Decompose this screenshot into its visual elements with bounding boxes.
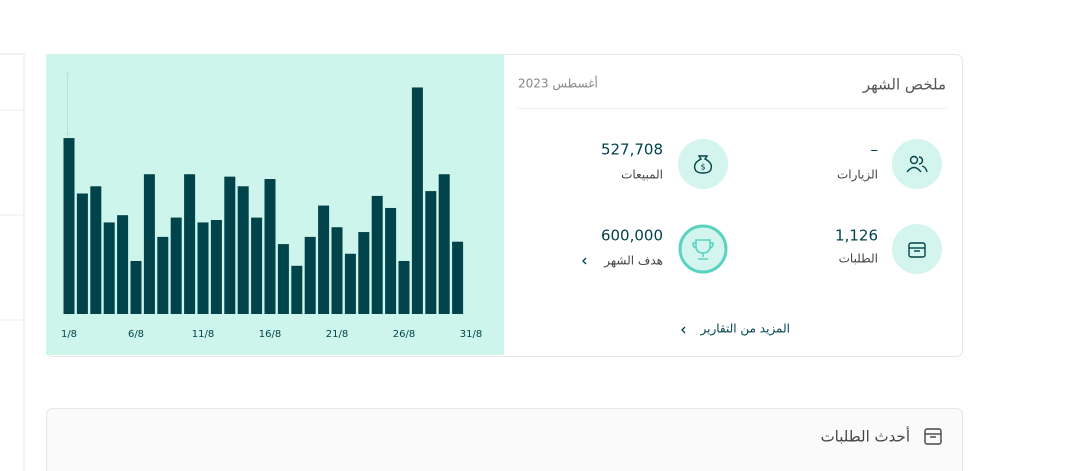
x-tick-label: 21/8 xyxy=(326,329,348,340)
bar xyxy=(277,244,289,314)
bar xyxy=(344,253,356,314)
period: أغسطس 2023 xyxy=(518,76,598,92)
more-link[interactable]: المزيد من التقارير xyxy=(700,322,790,337)
bar xyxy=(331,227,343,314)
stat-value: – xyxy=(871,141,879,159)
x-tick-label: 31/8 xyxy=(460,329,482,340)
bar xyxy=(210,220,222,314)
orders-card-icon xyxy=(924,428,942,445)
goal-icon xyxy=(692,239,714,260)
stat-label: الزيارات xyxy=(837,168,878,183)
side-panel xyxy=(0,53,25,471)
bar xyxy=(385,207,397,314)
bar xyxy=(371,195,383,314)
bar xyxy=(224,176,236,314)
bar xyxy=(438,174,450,314)
x-tick-label: 11/8 xyxy=(192,329,214,340)
bar xyxy=(157,236,169,314)
orders-icon-bg xyxy=(892,224,942,274)
bar xyxy=(398,260,410,314)
orders-icon xyxy=(908,242,926,258)
bar xyxy=(291,265,303,314)
x-tick-label: 26/8 xyxy=(393,329,415,340)
stat-value: 527,708 xyxy=(601,141,663,159)
sales-icon-bg xyxy=(678,139,728,189)
bar xyxy=(117,215,129,314)
bar xyxy=(251,217,263,314)
stat-label: المبيعات xyxy=(621,168,663,182)
bar xyxy=(411,87,423,315)
stat-label: الطلبات xyxy=(839,252,878,266)
bar xyxy=(358,232,370,314)
bar xyxy=(76,193,88,314)
visits-icon xyxy=(906,155,928,173)
bar xyxy=(184,174,196,314)
bar xyxy=(90,186,102,314)
bar xyxy=(197,222,209,314)
bar xyxy=(452,241,464,314)
x-tick-label: 1/8 xyxy=(61,329,77,340)
stat-value: 600,000 xyxy=(601,227,663,245)
bar xyxy=(103,222,115,314)
bar xyxy=(304,236,316,314)
goal-link[interactable]: هدف الشهر xyxy=(603,254,663,269)
bar xyxy=(130,260,142,314)
x-tick-label: 6/8 xyxy=(128,329,144,340)
bar xyxy=(425,191,437,314)
goal-ring xyxy=(678,224,728,274)
bar xyxy=(237,186,249,314)
orders-card xyxy=(46,408,963,471)
bar xyxy=(318,205,330,314)
bar xyxy=(143,174,155,314)
visits-icon-bg xyxy=(892,139,942,189)
chevron xyxy=(681,326,686,334)
sales-icon: $ xyxy=(693,155,713,174)
orders-card-title: أحدث الطلبات xyxy=(821,427,910,446)
bar xyxy=(170,217,182,314)
chevron xyxy=(582,257,587,265)
stat-value: 1,126 xyxy=(835,227,878,245)
bar xyxy=(63,138,75,314)
bar xyxy=(264,179,276,314)
svg-text:$: $ xyxy=(700,163,705,172)
card-title: ملخص الشهر xyxy=(862,76,946,94)
x-tick-label: 16/8 xyxy=(259,329,281,340)
